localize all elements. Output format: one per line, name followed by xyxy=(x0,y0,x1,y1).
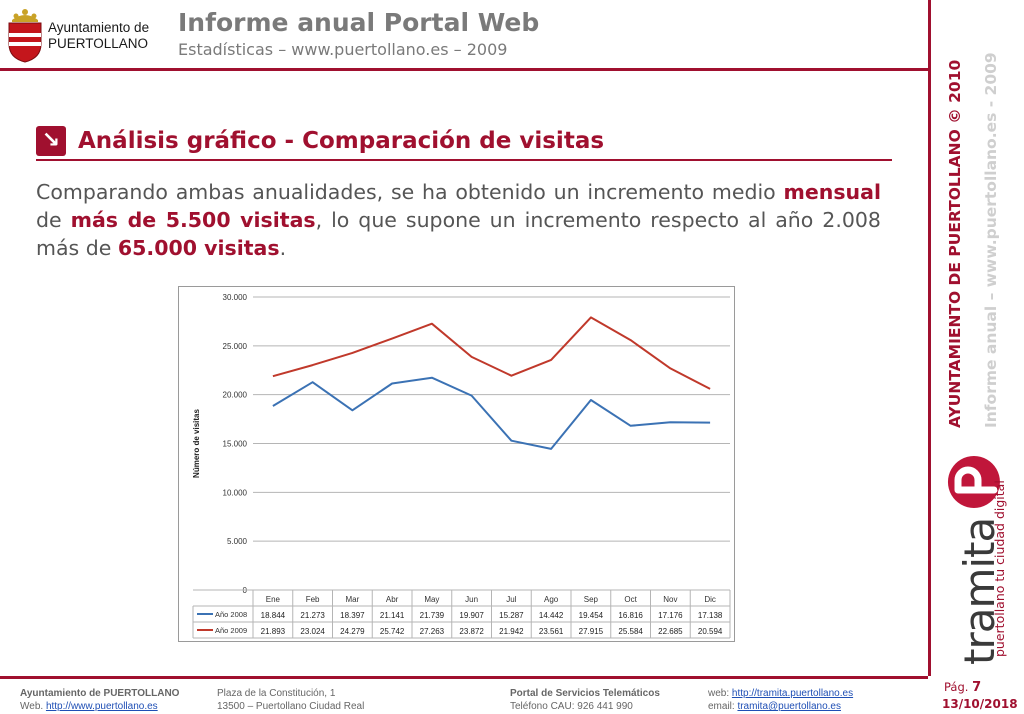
section-divider xyxy=(36,159,892,161)
legend-label: Año 2009 xyxy=(215,626,247,635)
footer-web-link[interactable]: http://www.puertollano.es xyxy=(45,701,158,712)
data-label: 20.594 xyxy=(698,627,723,636)
data-label: 23.561 xyxy=(539,627,564,636)
data-label: 27.915 xyxy=(579,627,604,636)
visits-chart: 05.00010.00015.00020.00025.00030.000Núme… xyxy=(178,286,735,642)
x-tick-label: Mar xyxy=(345,595,359,604)
right-divider xyxy=(928,0,931,676)
x-tick-label: May xyxy=(424,595,439,604)
data-label: 21.141 xyxy=(380,611,405,620)
section-title: Análisis gráfico - Comparación de visita… xyxy=(78,128,605,154)
data-label: 21.739 xyxy=(420,611,445,620)
tramita-tagline: puertollano tu ciudad digital xyxy=(992,480,1007,657)
data-label: 22.685 xyxy=(658,627,683,636)
footer-col-2: Plaza de la Constitución, 1 13500 – Puer… xyxy=(217,688,365,712)
y-tick-label: 15.000 xyxy=(223,440,248,449)
x-tick-label: Nov xyxy=(663,595,677,604)
data-label: 19.907 xyxy=(459,611,484,620)
y-tick-label: 20.000 xyxy=(223,391,248,400)
data-label: 23.024 xyxy=(300,627,325,636)
data-label: 21.893 xyxy=(261,627,286,636)
footer-date: 13/10/2018 xyxy=(942,697,1018,711)
page-title: Informe anual Portal Web xyxy=(178,8,540,37)
data-label: 14.442 xyxy=(539,611,564,620)
data-label: 25.584 xyxy=(618,627,643,636)
page-number: Pág. 7 xyxy=(944,680,982,695)
x-tick-label: Ene xyxy=(266,595,281,604)
footer-email-link[interactable]: tramita@puertollano.es xyxy=(737,701,841,712)
footer-divider xyxy=(0,676,928,679)
y-tick-label: 10.000 xyxy=(223,488,248,497)
legend-label: Año 2008 xyxy=(215,610,247,619)
x-tick-label: Jun xyxy=(465,595,478,604)
footer-tramita-link[interactable]: http://tramita.puertollano.es xyxy=(731,688,854,699)
x-tick-label: Jul xyxy=(506,595,516,604)
y-axis-label: Número de visitas xyxy=(192,408,201,477)
x-tick-label: Sep xyxy=(584,595,599,604)
y-tick-label: 30.000 xyxy=(223,293,248,302)
footer-col-3: Portal de Servicios Telemáticos Teléfono… xyxy=(510,688,660,712)
footer-col-4: web: http://tramita.puertollano.es email… xyxy=(708,688,854,712)
data-label: 17.138 xyxy=(698,611,723,620)
y-tick-label: 25.000 xyxy=(223,342,248,351)
x-tick-label: Ago xyxy=(544,595,559,604)
footer-col-1: Ayuntamiento de PUERTOLLANO Web. http://… xyxy=(20,688,180,712)
tramita-p-icon xyxy=(947,456,1000,508)
data-label: 17.176 xyxy=(658,611,683,620)
series-line xyxy=(272,376,711,450)
data-label: 21.273 xyxy=(300,611,325,620)
arrow-down-right-icon: ↘ xyxy=(36,126,66,156)
visits-line-chart: 05.00010.00015.00020.00025.00030.000Núme… xyxy=(192,293,731,639)
x-tick-label: Abr xyxy=(386,595,399,604)
analysis-paragraph: Comparando ambas anualidades, se ha obte… xyxy=(36,180,881,260)
data-label: 18.397 xyxy=(340,611,365,620)
data-label: 24.279 xyxy=(340,627,365,636)
x-tick-label: Dic xyxy=(704,595,716,604)
data-label: 15.287 xyxy=(499,611,524,620)
vertical-report-label: Informe anual – www.puertollano.es - 200… xyxy=(982,52,1000,428)
header-divider xyxy=(0,68,928,71)
data-label: 27.263 xyxy=(420,627,445,636)
data-label: 23.872 xyxy=(459,627,484,636)
data-label: 18.844 xyxy=(261,611,286,620)
page-subtitle: Estadísticas – www.puertollano.es – 2009 xyxy=(178,40,508,59)
coat-of-arms-logo xyxy=(8,9,42,63)
logo-text: Ayuntamiento de PUERTOLLANO xyxy=(48,20,150,51)
data-label: 21.942 xyxy=(499,627,524,636)
vertical-copyright: AYUNTAMIENTO DE PUERTOLLANO © 2010 xyxy=(946,59,964,428)
x-tick-label: Feb xyxy=(306,595,320,604)
y-tick-label: 5.000 xyxy=(227,537,248,546)
data-label: 25.742 xyxy=(380,627,405,636)
x-tick-label: Oct xyxy=(624,595,637,604)
data-label: 19.454 xyxy=(579,611,604,620)
data-label: 16.816 xyxy=(618,611,643,620)
series-line xyxy=(272,316,711,390)
